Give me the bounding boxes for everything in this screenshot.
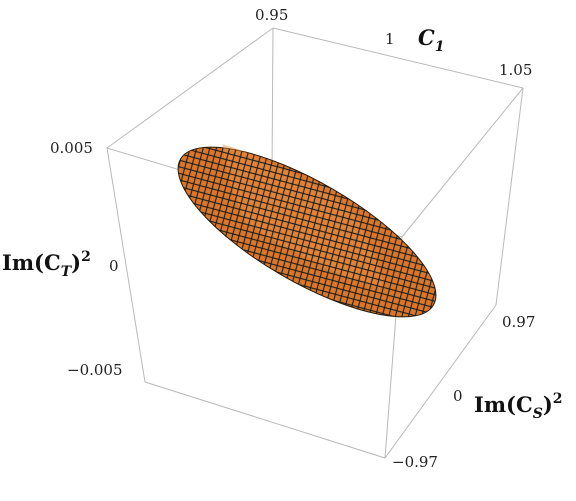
axis-label-c1: C1: [418, 25, 444, 55]
axis-label-sub: 1: [435, 39, 445, 55]
box-edge: [272, 27, 524, 89]
box-edge: [495, 87, 524, 306]
tick-label: 0: [109, 257, 119, 275]
box-edge: [271, 27, 274, 176]
axis-label-sub: T: [61, 264, 73, 280]
ticks-imcs2: 0.97 0 −0.97: [392, 313, 535, 471]
axis-label-close: ): [543, 392, 553, 417]
axis-label-imct2: Im(CT)2: [2, 249, 91, 280]
axis-label-main: Im(C: [2, 250, 61, 275]
tick-label: −0.005: [67, 361, 123, 379]
svg-text:Im(CS)2: Im(CS)2: [474, 391, 563, 422]
axis-label-power: 2: [81, 249, 91, 265]
box-edge: [106, 27, 274, 149]
tick-label: 0.005: [50, 139, 93, 157]
tick-label: 1.05: [499, 61, 532, 79]
box-edge: [401, 87, 524, 238]
ticks-imct2: 0.005 0 −0.005: [50, 139, 123, 379]
svg-text:C1: C1: [418, 25, 444, 55]
axis-label-main: Im(C: [474, 392, 533, 417]
surface-mesh: [178, 147, 436, 317]
axis-label-power: 2: [553, 391, 563, 407]
ticks-c1: 0.95 1 1.05: [255, 6, 532, 79]
tick-label: 0.95: [255, 6, 288, 24]
surface: [177, 138, 437, 318]
tick-label: −0.97: [392, 453, 438, 471]
axis-label-close: ): [71, 250, 81, 275]
axis-label-main: C: [418, 25, 435, 50]
box-edge: [384, 304, 497, 459]
axis-label-imcs2: Im(CS)2: [474, 391, 563, 422]
svg-text:Im(CT)2: Im(CT)2: [2, 249, 91, 280]
tick-label: 0.97: [502, 313, 535, 331]
box-edge: [106, 147, 146, 383]
box-edge: [144, 381, 386, 459]
axis-label-sub: S: [533, 406, 543, 422]
tick-label: 1: [385, 30, 395, 48]
tick-label: 0: [453, 387, 463, 405]
